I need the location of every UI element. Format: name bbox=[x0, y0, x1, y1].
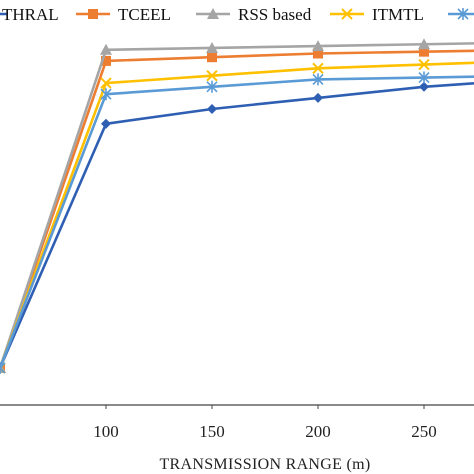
data-point bbox=[418, 38, 430, 50]
data-point bbox=[313, 92, 323, 103]
legend-label: ITMTL bbox=[372, 5, 424, 24]
x-tick-label: 150 bbox=[199, 422, 225, 441]
data-point bbox=[207, 104, 217, 114]
data-point bbox=[88, 9, 98, 19]
legend-label: THRAL bbox=[2, 5, 59, 24]
series-line bbox=[0, 75, 474, 369]
data-point bbox=[101, 55, 111, 66]
data-point bbox=[419, 46, 429, 57]
data-point bbox=[341, 8, 353, 20]
x-tick-label: 250 bbox=[411, 422, 437, 441]
data-point bbox=[207, 52, 217, 63]
legend-item: THRAL bbox=[0, 5, 59, 24]
series-unnamed-4 bbox=[0, 71, 474, 374]
legend-item bbox=[448, 8, 474, 20]
data-point bbox=[312, 62, 324, 75]
legend: THRAL TCEEL RSS based ITMTL bbox=[0, 5, 474, 24]
data-point bbox=[418, 71, 430, 84]
data-point bbox=[100, 88, 112, 101]
series-itmtl bbox=[0, 58, 474, 374]
x-tick-label: 100 bbox=[93, 422, 119, 441]
series-line bbox=[0, 61, 474, 369]
data-point bbox=[101, 118, 111, 129]
data-point bbox=[206, 69, 218, 82]
data-point bbox=[0, 362, 6, 374]
data-point bbox=[313, 48, 323, 59]
data-point bbox=[419, 81, 429, 92]
data-point bbox=[206, 41, 218, 53]
series-line bbox=[0, 49, 474, 369]
legend-item: TCEEL bbox=[76, 5, 171, 24]
data-point bbox=[457, 8, 469, 20]
legend-item: ITMTL bbox=[330, 5, 424, 24]
data-point bbox=[418, 58, 430, 71]
x-tick-label: 200 bbox=[305, 422, 331, 441]
legend-item: RSS based bbox=[196, 5, 312, 24]
data-point bbox=[100, 77, 112, 89]
data-point bbox=[312, 40, 324, 52]
data-point bbox=[312, 73, 324, 86]
x-axis-title: TRANSMISSION RANGE (m) bbox=[159, 456, 370, 473]
plot-area: 100 150 200 250 bbox=[0, 38, 474, 441]
x-tick-layer: 100 150 200 250 bbox=[93, 405, 437, 441]
series-tceel bbox=[0, 46, 474, 373]
data-point bbox=[206, 80, 218, 93]
legend-label: RSS based bbox=[238, 5, 312, 24]
series-layer bbox=[0, 38, 474, 374]
data-point bbox=[100, 43, 112, 55]
data-point bbox=[207, 8, 219, 19]
series-line bbox=[0, 42, 474, 369]
legend-label: TCEEL bbox=[118, 5, 171, 24]
series-line bbox=[0, 82, 474, 369]
series-thral bbox=[0, 81, 474, 373]
